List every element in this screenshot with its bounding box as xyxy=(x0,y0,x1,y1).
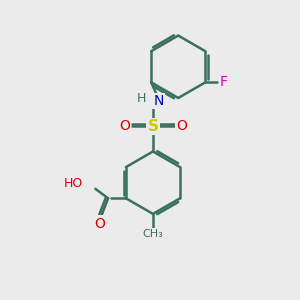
Text: CH₃: CH₃ xyxy=(142,229,163,239)
Text: F: F xyxy=(220,75,228,89)
Text: O: O xyxy=(176,119,187,133)
Text: HO: HO xyxy=(64,177,83,190)
Text: O: O xyxy=(119,119,130,133)
Text: O: O xyxy=(94,217,105,231)
Text: H: H xyxy=(137,92,146,105)
Text: S: S xyxy=(148,119,158,134)
Text: N: N xyxy=(153,94,164,108)
